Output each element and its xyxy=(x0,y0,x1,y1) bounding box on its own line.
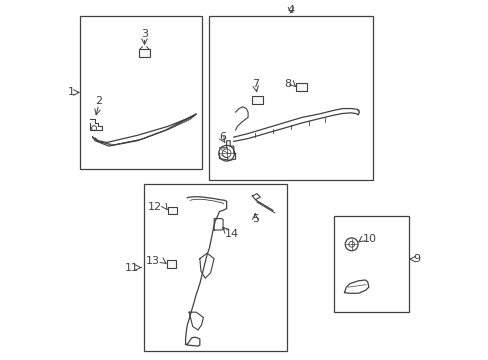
Bar xyxy=(296,83,306,91)
Text: 8: 8 xyxy=(283,79,290,89)
Bar xyxy=(167,207,177,213)
Bar xyxy=(80,16,201,169)
Text: 11: 11 xyxy=(125,262,139,273)
Text: 5: 5 xyxy=(251,214,258,224)
Text: 4: 4 xyxy=(287,5,294,15)
Text: 3: 3 xyxy=(141,28,148,39)
Bar xyxy=(251,96,262,104)
Text: 9: 9 xyxy=(412,254,419,264)
Bar xyxy=(333,216,408,312)
Text: 1: 1 xyxy=(68,87,75,98)
Bar xyxy=(166,260,176,268)
Text: 6: 6 xyxy=(219,132,225,142)
Bar xyxy=(144,184,287,351)
Text: 12: 12 xyxy=(148,202,162,212)
Text: 2: 2 xyxy=(95,96,102,107)
Text: 7: 7 xyxy=(251,78,258,89)
Bar xyxy=(208,16,372,180)
Text: 13: 13 xyxy=(145,256,160,266)
Bar xyxy=(139,49,150,58)
Text: 10: 10 xyxy=(363,234,376,244)
Text: 14: 14 xyxy=(224,229,239,239)
